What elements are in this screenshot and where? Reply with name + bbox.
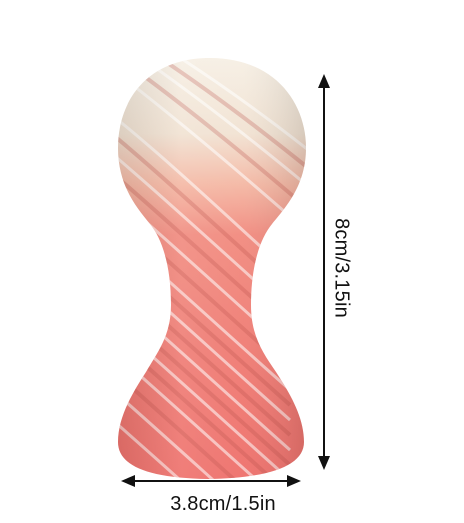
width-dimension-label: 3.8cm/1.5in bbox=[170, 493, 276, 515]
height-dimension-arrow bbox=[318, 74, 330, 470]
width-dimension-arrow bbox=[121, 475, 301, 487]
candle-body bbox=[118, 58, 306, 479]
spiral-ridges bbox=[118, 58, 306, 479]
height-dimension-label: 8cm/3.15in bbox=[330, 218, 353, 318]
